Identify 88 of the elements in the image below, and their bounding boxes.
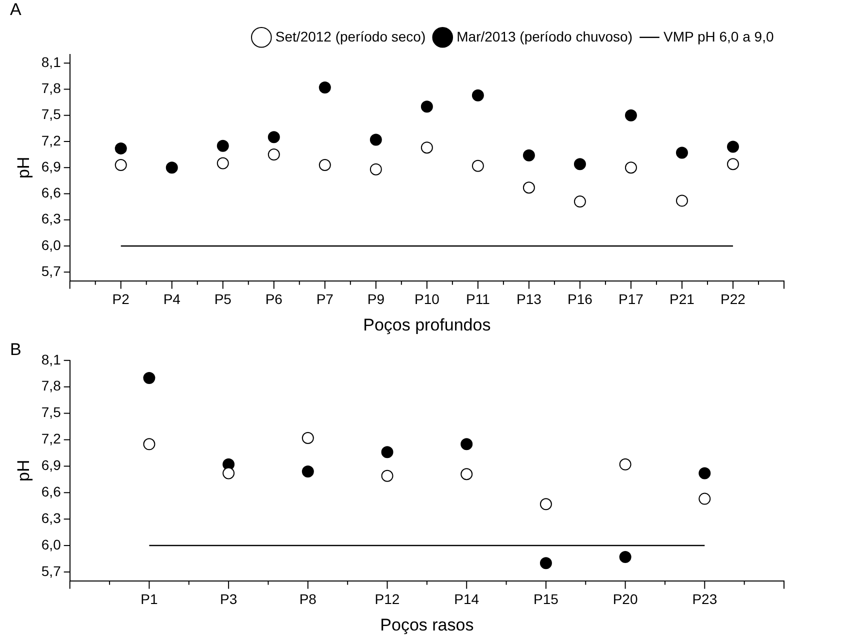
y-tick-label: 7,8 — [41, 80, 62, 96]
y-tick-label: 5,7 — [41, 262, 62, 279]
chart-title: A — [10, 0, 22, 19]
point — [624, 162, 637, 174]
y-tick-label: 8,1 — [41, 351, 62, 368]
x-axis-title: Poços rasos — [380, 615, 474, 634]
point — [318, 81, 331, 94]
point — [522, 182, 535, 194]
point — [114, 142, 127, 154]
y-tick-label: 6,6 — [41, 484, 62, 500]
x-tick-label: P2 — [112, 291, 130, 308]
x-tick-label: P6 — [265, 291, 283, 308]
legend-label: Mar/2013 (período chuvoso) — [456, 28, 632, 44]
y-tick-label: 6,9 — [41, 158, 62, 174]
x-tick-label: P12 — [374, 591, 400, 608]
x-tick-label: P22 — [720, 291, 746, 308]
point — [726, 158, 739, 170]
point — [370, 134, 382, 146]
point — [318, 158, 331, 171]
x-tick-label: P13 — [516, 291, 542, 308]
x-tick-label: P9 — [367, 291, 385, 308]
point — [574, 158, 586, 170]
point — [302, 432, 314, 444]
point — [420, 100, 433, 113]
point — [619, 550, 632, 563]
y-tick-label: 7,5 — [41, 106, 62, 122]
legend-label: Set/2012 (período seco) — [275, 28, 426, 44]
y-tick-label: 6,3 — [41, 510, 62, 526]
y-tick-label: 6,0 — [41, 236, 62, 253]
point — [166, 162, 178, 174]
y-tick-label: 6,3 — [41, 210, 62, 227]
x-tick-label: P1 — [140, 591, 158, 608]
point — [381, 446, 394, 458]
point — [698, 467, 711, 480]
point — [381, 470, 394, 482]
x-tick-label: P21 — [670, 291, 695, 308]
y-tick-label: 7,2 — [41, 430, 62, 447]
x-tick-label: P10 — [414, 291, 440, 308]
point — [619, 458, 632, 470]
y-axis-title: pH — [14, 156, 33, 178]
x-tick-label: P14 — [454, 591, 480, 608]
point — [698, 492, 711, 505]
point — [268, 131, 280, 144]
point — [222, 467, 235, 480]
x-tick-label: P7 — [316, 291, 334, 308]
y-tick-label: 6,6 — [41, 184, 62, 201]
point — [726, 140, 739, 153]
point — [268, 148, 280, 161]
x-tick-label: P16 — [568, 291, 593, 308]
y-axis-title: pH — [14, 460, 33, 482]
point — [302, 465, 314, 478]
y-tick-label: 7,2 — [41, 132, 62, 148]
point — [216, 140, 229, 152]
point — [143, 438, 156, 450]
x-tick-label: P17 — [618, 291, 644, 308]
point — [540, 498, 552, 510]
x-tick-label: P5 — [214, 291, 232, 308]
y-tick-label: 7,5 — [41, 404, 62, 420]
x-tick-label: P23 — [692, 591, 718, 608]
point — [370, 163, 382, 176]
legend-label: VMP pH 6,0 a 9,0 — [663, 28, 774, 44]
point — [460, 438, 473, 450]
point — [460, 468, 473, 480]
y-tick-label: 8,1 — [41, 54, 62, 70]
x-tick-label: P11 — [466, 291, 490, 308]
chart-title: B — [10, 340, 22, 359]
x-tick-label: P4 — [163, 291, 181, 308]
x-tick-label: P15 — [533, 591, 559, 608]
point — [540, 557, 552, 570]
point — [472, 160, 484, 172]
x-axis-title: Poços profundos — [363, 315, 491, 334]
point — [216, 157, 229, 170]
y-tick-label: 6,0 — [41, 536, 62, 552]
point — [676, 194, 688, 207]
y-tick-label: 5,7 — [41, 562, 62, 579]
point — [522, 149, 535, 162]
y-tick-label: 7,8 — [41, 378, 62, 394]
point — [420, 142, 433, 154]
x-tick-label: P8 — [299, 591, 317, 608]
y-tick-label: 6,9 — [41, 457, 62, 474]
point — [574, 196, 586, 208]
point — [472, 89, 484, 102]
point — [114, 158, 127, 171]
point — [676, 146, 688, 159]
x-tick-label: P3 — [220, 591, 238, 608]
point — [143, 372, 156, 384]
point — [624, 109, 637, 122]
x-tick-label: P20 — [612, 591, 638, 608]
